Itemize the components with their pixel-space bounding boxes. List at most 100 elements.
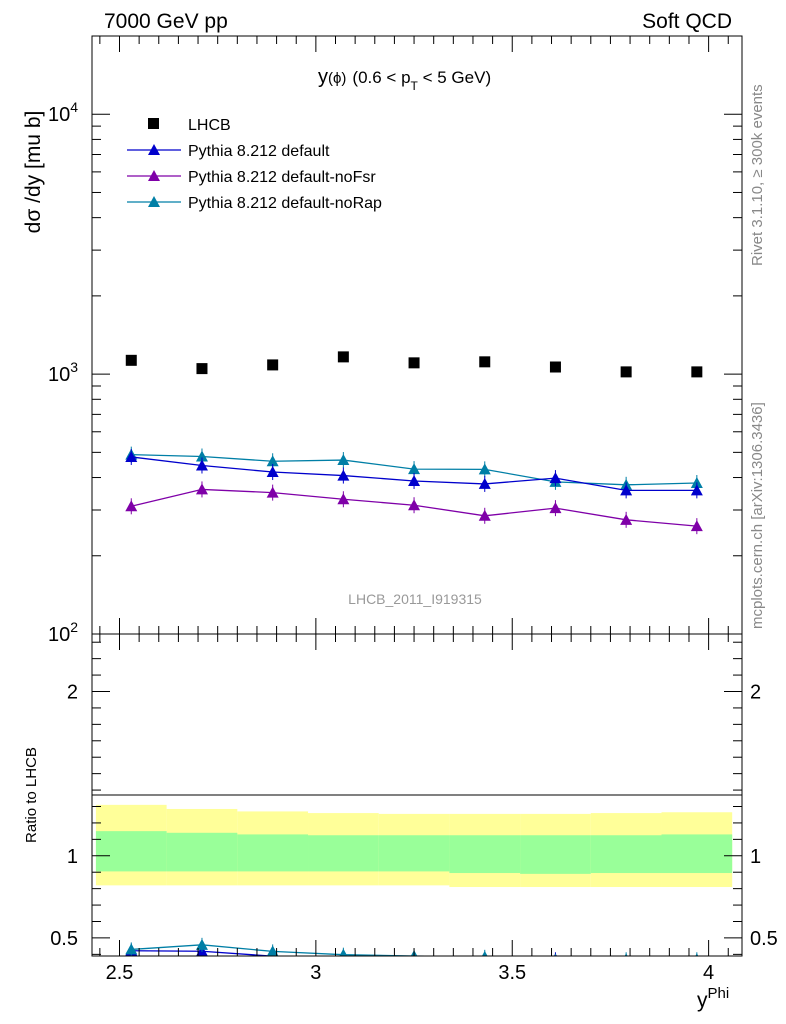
ratio-point-noFsr	[691, 973, 703, 984]
title-range-pre: (0.6 < p	[352, 68, 410, 87]
data-point-noFsr	[125, 500, 138, 512]
data-point-noFsr	[549, 502, 562, 514]
data-point-lhcb	[408, 357, 420, 369]
ratio-point-noRap	[339, 948, 348, 956]
ratio-band-inner	[449, 835, 521, 874]
series-default	[125, 448, 703, 499]
title-sub: T	[411, 79, 419, 93]
data-point-lhcb	[479, 356, 491, 368]
x-ticks	[99, 36, 729, 956]
legend-marker-norap	[148, 196, 160, 207]
series-noFsr	[125, 481, 703, 535]
ratio-series-noFsr	[125, 957, 703, 986]
ratio-point-noRap	[266, 945, 279, 956]
ratio-bands	[95, 804, 733, 887]
tick-base: 10	[48, 364, 70, 386]
data-point-noFsr	[478, 509, 491, 521]
data-point-noRap	[266, 455, 279, 467]
data-point-default	[408, 474, 421, 486]
data-point-default	[690, 484, 703, 496]
data-point-noRap	[195, 450, 208, 462]
data-point-default	[549, 472, 562, 484]
ratio-band-inner	[520, 835, 591, 874]
ratio-y-axis-label: Ratio to LHCB	[23, 747, 40, 843]
legend-label-lhcb: LHCB	[188, 117, 231, 134]
ratio-point-noRap	[695, 953, 699, 956]
data-point-noFsr	[690, 520, 703, 532]
ratio-band-inner	[237, 834, 309, 872]
main-y-tick-label: 103	[48, 359, 78, 386]
data-point-noFsr	[620, 513, 633, 525]
ratio-y-tick-label-right: 2	[750, 682, 761, 704]
data-point-noFsr	[266, 486, 279, 498]
ratio-band-inner	[661, 834, 733, 874]
data-point-default	[620, 484, 633, 496]
header-process: Soft QCD	[642, 10, 732, 33]
main-y-tick-label: 102	[48, 619, 78, 646]
tick-exponent: 4	[70, 99, 78, 115]
data-point-default	[125, 450, 138, 462]
analysis-watermark: LHCB_2011_I919315	[348, 591, 482, 607]
ratio-line-default	[131, 950, 284, 956]
data-point-default	[478, 477, 491, 489]
plot-title: y(ϕ) (0.6 < pT < 5 GeV)	[318, 66, 491, 93]
ratio-series-group	[125, 937, 703, 986]
ratio-point-noFsr	[408, 968, 420, 979]
x-axis-label-sup: Phi	[708, 985, 730, 1002]
ratio-point-noFsr	[620, 970, 632, 981]
data-point-default	[266, 466, 279, 478]
ratio-panel: 0.5 0.5 1 1 2 2 Ratio to LHCB	[23, 641, 778, 986]
ratio-line-noFsr	[131, 964, 697, 979]
data-point-lhcb	[196, 363, 208, 375]
series-data	[125, 351, 703, 378]
data-point-lhcb	[337, 351, 349, 363]
x-axis-label-base: y	[697, 989, 708, 1012]
ratio-point-noFsr	[267, 962, 279, 973]
ratio-y-tick-label-left: 2	[67, 682, 78, 704]
legend-label-default: Pythia 8.212 default	[188, 143, 330, 160]
ratio-point-noRap	[554, 954, 557, 956]
data-point-default	[195, 459, 208, 471]
x-tick-label: 3.5	[498, 962, 526, 984]
ratio-y-tick-label-left: 0.5	[50, 928, 78, 950]
ratio-point-noRap	[481, 950, 488, 956]
tick-base: 10	[48, 624, 70, 646]
ratio-series-noRap	[125, 937, 699, 956]
ratio-point-noFsr	[549, 966, 561, 977]
data-point-noFsr	[195, 483, 208, 495]
ratio-band-inner	[378, 835, 450, 872]
main-series-group	[125, 351, 703, 535]
data-point-noFsr	[337, 493, 350, 505]
data-point-lhcb	[691, 366, 703, 378]
header-energy: 7000 GeV pp	[104, 10, 228, 33]
data-point-lhcb	[549, 361, 561, 373]
ratio-frame	[91, 633, 743, 957]
ratio-band-inner	[590, 835, 662, 874]
ratio-line-noRap	[131, 944, 471, 956]
data-point-default	[337, 469, 350, 481]
ratio-point-default	[620, 957, 632, 968]
ratio-point-default	[691, 957, 703, 968]
data-point-noRap	[337, 454, 350, 466]
x-tick-label: 4	[703, 962, 714, 984]
main-y-axis-label: dσ /dy [mu b]	[22, 111, 45, 234]
legend-marker-default	[148, 144, 160, 155]
ratio-y-tick-label-left: 1	[67, 846, 78, 868]
ratio-point-noFsr	[337, 968, 349, 979]
x-tick-label: 2.5	[106, 962, 134, 984]
mcplots-label: mcplots.cern.ch [arXiv:1306.3436]	[749, 402, 766, 629]
ratio-point-default	[413, 954, 415, 956]
ratio-band-inner	[166, 832, 238, 872]
legend-label-nofsr: Pythia 8.212 default-noFsr	[188, 169, 376, 186]
legend: LHCB Pythia 8.212 default Pythia 8.212 d…	[127, 117, 382, 212]
ratio-y-tick-labels: 0.5 0.5 1 1 2 2	[50, 682, 778, 950]
data-point-lhcb	[267, 359, 279, 371]
legend-marker-lhcb	[148, 118, 159, 129]
title-range-post: < 5 GeV)	[418, 68, 491, 87]
x-axis-label: yPhi	[697, 985, 729, 1012]
ratio-point-noRap	[195, 938, 208, 950]
ratio-y-ticks	[92, 641, 742, 955]
data-point-noRap	[478, 463, 491, 475]
